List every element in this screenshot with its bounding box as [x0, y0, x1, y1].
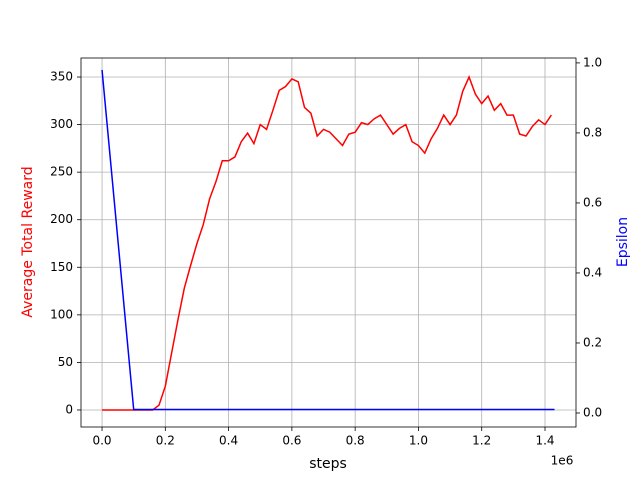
- x-tick-label: 0.8: [346, 434, 365, 448]
- grid: [81, 58, 576, 427]
- series-line: [101, 69, 555, 411]
- y2-tick-label: 1.0: [583, 55, 602, 69]
- series-line: [102, 75, 552, 411]
- x-tick-label: 0.6: [282, 434, 301, 448]
- x-tick-label: 1.2: [472, 434, 491, 448]
- y-tick-label: 150: [50, 260, 73, 274]
- y-tick-label: 250: [50, 165, 73, 179]
- x-axis-label: steps: [309, 456, 347, 472]
- y-tick-label: 0: [65, 402, 73, 416]
- y-tick-label: 50: [58, 355, 73, 369]
- y2-tick-label: 0.6: [583, 195, 602, 209]
- x-offset-label: 1e6: [551, 454, 574, 468]
- x-tick-label: 0.2: [156, 434, 175, 448]
- x-tick-label: 0.4: [219, 434, 238, 448]
- y2-tick-label: 0.4: [583, 265, 602, 279]
- y-tick-label: 350: [50, 70, 73, 84]
- y2-tick-label: 0.8: [583, 125, 602, 139]
- x-tick-label: 1.4: [535, 434, 554, 448]
- plot-lines: [101, 69, 555, 411]
- x-tick-label: 0.0: [92, 434, 111, 448]
- x-tick-label: 1.0: [409, 434, 428, 448]
- y-tick-label: 300: [50, 117, 73, 131]
- y-axis-label: Average Total Reward: [20, 166, 36, 317]
- y-tick-label: 100: [50, 307, 73, 321]
- axes-frame: [80, 57, 577, 428]
- y2-axis-label: Epsilon: [615, 217, 631, 267]
- y2-tick-label: 0.2: [583, 335, 602, 349]
- y2-tick-label: 0.0: [583, 405, 602, 419]
- y-tick-label: 200: [50, 212, 73, 226]
